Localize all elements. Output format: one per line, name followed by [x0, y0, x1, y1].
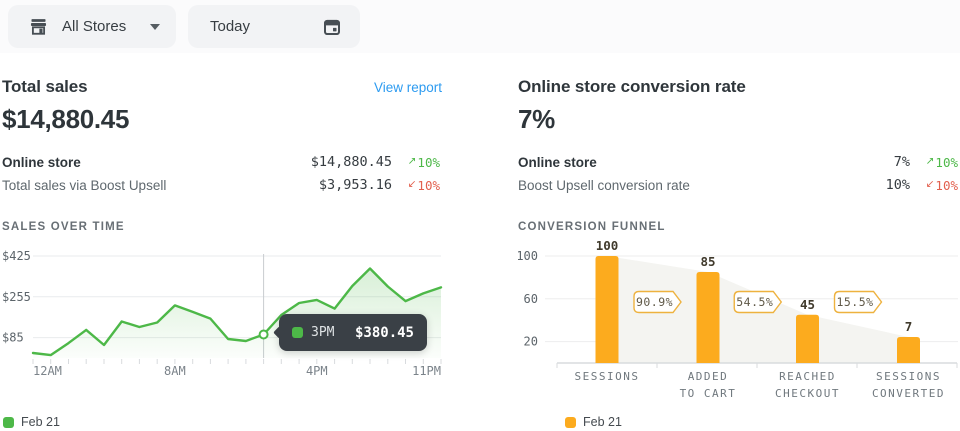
svg-text:45: 45: [800, 297, 815, 312]
conversion-rate-value: 7%: [518, 104, 555, 134]
metric-label: Boost Upsell conversion rate: [518, 177, 690, 193]
svg-text:11PM: 11PM: [412, 364, 441, 378]
metric-delta: ↙ 10%: [925, 177, 958, 193]
metric-row-boost-upsell-sales: Total sales via Boost Upsell $3,953.16 ↙…: [2, 176, 440, 194]
svg-text:SESSIONS: SESSIONS: [876, 370, 941, 383]
svg-text:100: 100: [596, 240, 619, 253]
svg-text:100: 100: [518, 249, 538, 263]
svg-text:7: 7: [905, 319, 913, 334]
total-sales-title: Total sales: [2, 77, 88, 96]
conversion-rate-header: Online store conversion rate: [518, 77, 958, 97]
sales-chart-legend[interactable]: Feb 21: [3, 415, 60, 429]
svg-text:90.9%: 90.9%: [636, 295, 673, 309]
store-selector-label: All Stores: [62, 18, 127, 35]
svg-text:$425: $425: [2, 249, 31, 263]
svg-text:CHECKOUT: CHECKOUT: [775, 387, 840, 400]
tooltip-value: $380.45: [354, 324, 414, 341]
arrow-down-icon: ↙: [407, 177, 417, 190]
svg-text:ADDED: ADDED: [688, 370, 729, 383]
conversion-funnel-chart[interactable]: 100 60 20 100 85 45 7 90.9% 54.5% 15.5% SESSIONS AD…: [516, 238, 960, 408]
legend-label: Feb 21: [583, 415, 622, 429]
legend-swatch-icon: [3, 416, 14, 428]
metric-label: Online store: [2, 154, 81, 170]
svg-text:$85: $85: [2, 331, 24, 345]
topbar: All Stores Today: [0, 0, 960, 53]
arrow-up-icon: ↗: [407, 154, 417, 167]
chevron-down-icon: [150, 23, 160, 30]
metric-delta: ↙ 10%: [407, 177, 440, 193]
svg-text:12AM: 12AM: [33, 364, 62, 378]
arrow-up-icon: ↗: [925, 154, 935, 167]
total-sales-value: $14,880.45: [2, 104, 130, 134]
calendar-icon: [322, 17, 342, 37]
svg-text:85: 85: [700, 254, 715, 269]
conversion-funnel-heading: CONVERSION FUNNEL: [518, 221, 666, 233]
legend-label: Feb 21: [21, 415, 60, 429]
sales-over-time-heading: SALES OVER TIME: [2, 221, 125, 233]
svg-text:15.5%: 15.5%: [836, 295, 873, 309]
funnel-chart-legend[interactable]: Feb 21: [565, 415, 622, 429]
conversion-rate-title: Online store conversion rate: [518, 77, 746, 96]
metric-value: 7%: [893, 154, 910, 170]
metric-delta: ↗ 10%: [407, 154, 440, 170]
svg-text:$255: $255: [2, 290, 31, 304]
legend-swatch-icon: [565, 416, 576, 428]
metric-label: Total sales via Boost Upsell: [2, 177, 167, 193]
total-sales-header: Total sales View report: [2, 77, 442, 97]
metric-row-online-store-rate: Online store 7% ↗ 10%: [518, 153, 958, 171]
svg-text:4PM: 4PM: [306, 364, 328, 378]
metric-delta: ↗ 10%: [925, 154, 958, 170]
chart-tooltip: 3PM $380.45: [279, 314, 427, 351]
date-selector-button[interactable]: Today: [188, 5, 360, 48]
svg-text:CONVERTED: CONVERTED: [872, 387, 945, 400]
metric-row-boost-upsell-rate: Boost Upsell conversion rate 10% ↙ 10%: [518, 176, 958, 194]
svg-text:60: 60: [524, 292, 538, 306]
date-selector-label: Today: [210, 18, 251, 35]
arrow-down-icon: ↙: [925, 177, 935, 190]
svg-text:20: 20: [524, 335, 538, 349]
store-selector-button[interactable]: All Stores: [8, 5, 176, 48]
series-swatch-icon: [292, 327, 303, 338]
metric-label: Online store: [518, 154, 597, 170]
metric-value: $3,953.16: [318, 177, 392, 193]
metric-row-online-store-sales: Online store $14,880.45 ↗ 10%: [2, 153, 440, 171]
svg-text:54.5%: 54.5%: [736, 295, 773, 309]
view-report-link[interactable]: View report: [373, 79, 442, 95]
svg-text:8AM: 8AM: [164, 364, 186, 378]
svg-text:SESSIONS: SESSIONS: [575, 370, 640, 383]
storefront-icon: [28, 16, 49, 37]
svg-text:REACHED: REACHED: [779, 370, 836, 383]
metric-value: $14,880.45: [310, 154, 392, 170]
svg-text:TO CART: TO CART: [680, 387, 737, 400]
metric-value: 10%: [885, 177, 910, 193]
tooltip-time: 3PM: [311, 325, 335, 340]
